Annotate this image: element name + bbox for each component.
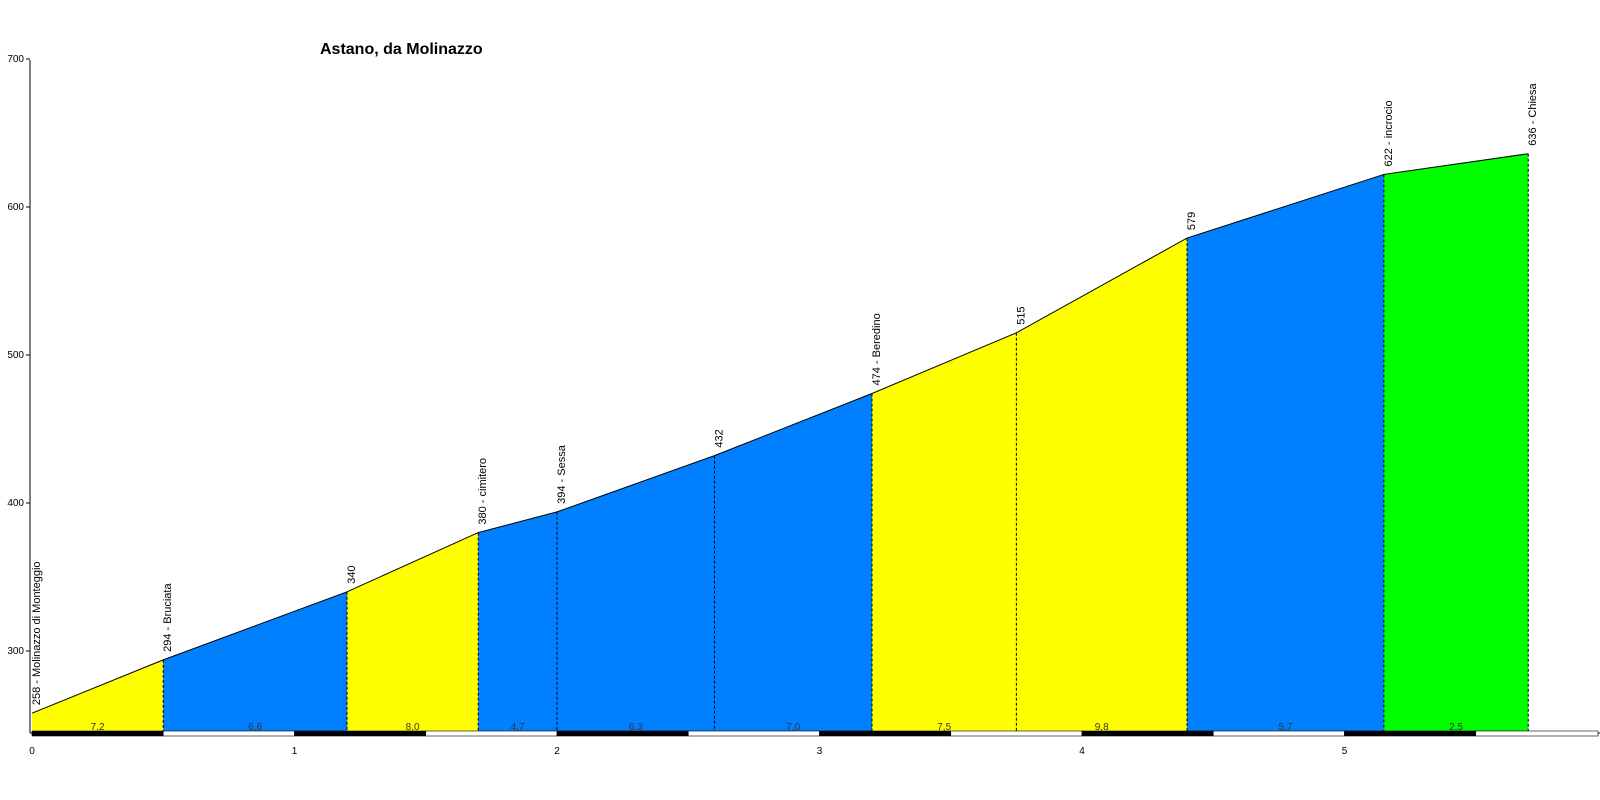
- gradient-label: 9,8: [1095, 722, 1109, 733]
- gradient-label: 5,7: [1278, 722, 1292, 733]
- segment-area: [872, 332, 1017, 731]
- gradient-label: 7,2: [91, 722, 105, 733]
- x-tick-label: 3: [817, 746, 823, 757]
- scale-bar-segment: [687, 730, 820, 737]
- gradient-label: 8,0: [406, 722, 420, 733]
- point-label: 394 - Sessa: [556, 444, 568, 504]
- point-label: 258 - Molinazzo di Monteggio: [31, 561, 43, 705]
- y-tick-label: 600: [7, 202, 24, 213]
- y-tick-label: 700: [7, 54, 24, 65]
- segment-area: [32, 659, 164, 731]
- gradient-labels: 7,2 6,6 8,0 4,7 6,3 7,0 7,5 9,8 5,7 2,5: [91, 722, 1464, 733]
- y-tick-label: 400: [7, 498, 24, 509]
- scale-bar-segment: [294, 730, 427, 737]
- y-tick-label: 500: [7, 350, 24, 361]
- point-label: 432: [714, 429, 726, 447]
- point-labels: 258 - Molinazzo di Monteggio 294 - Brucia…: [31, 82, 1539, 705]
- x-tick-label: 1: [292, 746, 298, 757]
- gradient-label: 6,3: [629, 722, 643, 733]
- point-label: 636 - Chiesa: [1527, 82, 1539, 145]
- segment-area: [1187, 174, 1384, 731]
- segment-area: [714, 393, 872, 731]
- scale-bar-segment: [31, 730, 164, 737]
- scale-bar-segment: [950, 730, 1083, 737]
- x-tick-label: 2: [554, 746, 560, 757]
- scale-bar-segment: [1344, 730, 1477, 737]
- point-label: 622 - incrocio: [1383, 100, 1395, 166]
- segment-area: [478, 511, 557, 731]
- gradient-label: 4,7: [511, 722, 525, 733]
- x-tick-labels: 0 1 2 3 4 5: [29, 746, 1348, 757]
- scale-bar-segment: [1081, 730, 1214, 737]
- y-tick-labels: 300 400 500 600 700: [7, 54, 30, 657]
- point-label: 515: [1015, 306, 1027, 324]
- point-label: 579: [1186, 212, 1198, 230]
- profile-areas: [32, 153, 1529, 732]
- gradient-label: 2,5: [1449, 722, 1463, 733]
- point-label: 380 - cimitero: [477, 458, 489, 525]
- x-tick-label: 5: [1342, 746, 1348, 757]
- profile-line: [31, 153, 1529, 714]
- x-tick-label: 0: [29, 746, 35, 757]
- gradient-label: 7,5: [937, 722, 951, 733]
- x-axis: [30, 730, 1600, 737]
- x-tick-label: 4: [1079, 746, 1085, 757]
- segment-dividers: [162, 153, 1529, 731]
- segment-area: [163, 591, 347, 731]
- segment-area: [1016, 238, 1187, 731]
- segment-area: [557, 455, 715, 731]
- gradient-label: 6,6: [248, 722, 262, 733]
- gradient-label: 7,0: [786, 722, 800, 733]
- segment-area: [1383, 153, 1529, 732]
- point-label: 294 - Bruciata: [162, 583, 174, 652]
- point-label: 474 - Beredino: [871, 313, 883, 385]
- scale-bar-segment: [556, 730, 689, 737]
- scale-bar-segment: [425, 730, 558, 737]
- point-label: 340: [346, 565, 358, 583]
- scale-bar-segment: [1475, 730, 1599, 737]
- segment-area: [347, 532, 479, 731]
- y-tick-label: 300: [7, 646, 24, 657]
- scale-bar-segment: [819, 730, 952, 737]
- scale-bar-segment: [162, 730, 295, 737]
- scale-bar-segment: [1212, 730, 1345, 737]
- chart-title: Astano, da Molinazzo: [320, 41, 483, 58]
